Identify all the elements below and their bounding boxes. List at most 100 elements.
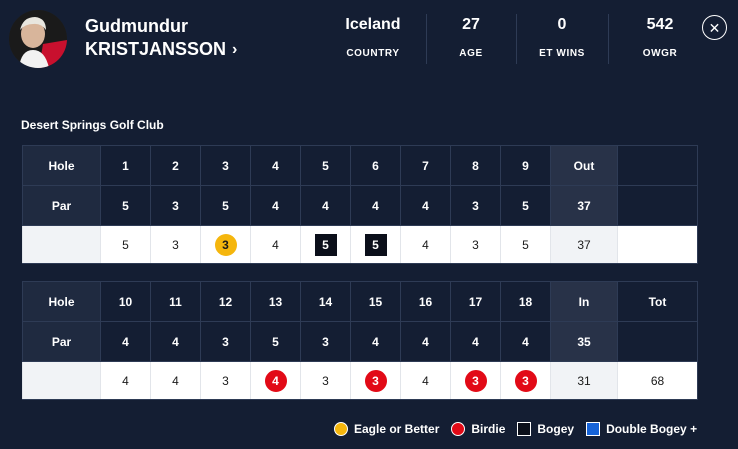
legend-item-dbogey: Double Bogey +	[586, 422, 697, 436]
par-row: Par 5 3 5 4 4 4 4 3 5 37	[22, 185, 698, 226]
par-value: 4	[350, 185, 401, 226]
hole-number: 15	[350, 281, 401, 322]
birdie-marker: 3	[364, 369, 387, 392]
hole-score: 5	[300, 225, 351, 264]
hole-row: Hole 1 2 3 4 5 6 7 8 9 Out	[22, 145, 698, 186]
par-value: 4	[300, 185, 351, 226]
par-header-label: Par	[22, 185, 101, 226]
stat-value: 27	[462, 16, 480, 33]
legend-item-bogey: Bogey	[517, 422, 574, 436]
stat-country: Iceland COUNTRY	[333, 14, 413, 72]
hole-score: 4	[250, 225, 301, 264]
par-subtotal: 37	[550, 185, 618, 226]
close-button[interactable]: ✕	[702, 15, 727, 40]
score-row: 5 3 3 4 5 5 4 3 5 37	[22, 225, 698, 264]
score-subtotal: 37	[550, 225, 618, 264]
hole-score: 4	[400, 225, 451, 264]
subtotal-header: Out	[550, 145, 618, 186]
par-value: 5	[100, 185, 151, 226]
stat-divider	[516, 14, 517, 64]
hole-score: 3	[450, 225, 501, 264]
hole-number: 12	[200, 281, 251, 322]
hole-row: Hole 10 11 12 13 14 15 16 17 18 In Tot	[22, 281, 698, 322]
hole-header-label: Hole	[22, 281, 101, 322]
legend-swatch-icon	[334, 422, 348, 436]
bogey-marker: 5	[364, 233, 387, 256]
total-header: Tot	[617, 281, 698, 322]
eagle-marker: 3	[214, 233, 237, 256]
par-value: 3	[200, 321, 251, 362]
hole-score: 3	[500, 361, 551, 400]
score-legend: Eagle or Better Birdie Bogey Double Bogey +	[334, 422, 709, 436]
par-value: 4	[500, 321, 551, 362]
birdie-marker: 4	[264, 369, 287, 392]
hole-number: 11	[150, 281, 201, 322]
legend-label: Eagle or Better	[354, 422, 440, 436]
par-value: 5	[500, 185, 551, 226]
par-value: 5	[250, 321, 301, 362]
score-row: 4 4 3 4 3 3 4 3 3 31 68	[22, 361, 698, 400]
hole-number: 7	[400, 145, 451, 186]
hole-score: 5	[350, 225, 401, 264]
stat-age: 27 AGE	[440, 14, 502, 72]
empty-cell	[617, 321, 698, 362]
par-value: 4	[250, 185, 301, 226]
par-value: 3	[150, 185, 201, 226]
empty-cell	[617, 225, 698, 264]
par-header-label: Par	[22, 321, 101, 362]
hole-score: 5	[100, 225, 151, 264]
hole-number: 16	[400, 281, 451, 322]
stat-label: OWGR	[642, 48, 678, 59]
legend-label: Double Bogey +	[606, 422, 698, 436]
par-value: 4	[400, 185, 451, 226]
player-header: Gudmundur KRISTJANSSON › Iceland COUNTRY…	[0, 0, 738, 80]
stat-et-wins: 0 ET WINS	[530, 14, 594, 72]
score-subtotal: 31	[550, 361, 618, 400]
hole-score: 3	[200, 225, 251, 264]
stat-owgr: 542 OWGR	[624, 14, 696, 72]
empty-cell	[617, 145, 698, 186]
hole-number: 4	[250, 145, 301, 186]
subtotal-header: In	[550, 281, 618, 322]
par-value: 3	[300, 321, 351, 362]
stat-label: AGE	[459, 48, 483, 59]
hole-number: 1	[100, 145, 151, 186]
hole-number: 6	[350, 145, 401, 186]
hole-number: 14	[300, 281, 351, 322]
player-avatar	[9, 10, 67, 68]
par-value: 4	[150, 321, 201, 362]
hole-score: 4	[250, 361, 301, 400]
legend-swatch-icon	[451, 422, 466, 436]
birdie-marker: 3	[464, 369, 487, 392]
par-value: 4	[350, 321, 401, 362]
birdie-marker: 3	[514, 369, 537, 392]
hole-score: 4	[100, 361, 151, 400]
stat-divider	[426, 14, 427, 64]
par-value: 4	[400, 321, 451, 362]
par-value: 3	[450, 185, 501, 226]
player-name-link[interactable]: Gudmundur KRISTJANSSON ›	[85, 15, 237, 61]
hole-score: 3	[300, 361, 351, 400]
hole-score: 3	[150, 225, 201, 264]
empty-cell	[617, 185, 698, 226]
empty-cell	[22, 361, 101, 400]
hole-score: 4	[150, 361, 201, 400]
hole-number: 9	[500, 145, 551, 186]
stat-value: Iceland	[345, 16, 401, 33]
hole-header-label: Hole	[22, 145, 101, 186]
stat-divider	[608, 14, 609, 64]
par-value: 4	[450, 321, 501, 362]
legend-label: Birdie	[471, 422, 506, 436]
bogey-marker: 5	[314, 233, 337, 256]
player-first-name: Gudmundur	[85, 16, 188, 36]
scorecard-back-nine: Hole 10 11 12 13 14 15 16 17 18 In Tot Par 4 4 3 5 3 4 4 4 4…	[22, 281, 698, 400]
legend-label: Bogey	[537, 422, 575, 436]
score-total: 68	[617, 361, 698, 400]
close-icon: ✕	[708, 19, 721, 36]
hole-number: 8	[450, 145, 501, 186]
hole-number: 17	[450, 281, 501, 322]
hole-number: 18	[500, 281, 551, 322]
par-row: Par 4 4 3 5 3 4 4 4 4 35	[22, 321, 698, 362]
hole-score: 3	[350, 361, 401, 400]
